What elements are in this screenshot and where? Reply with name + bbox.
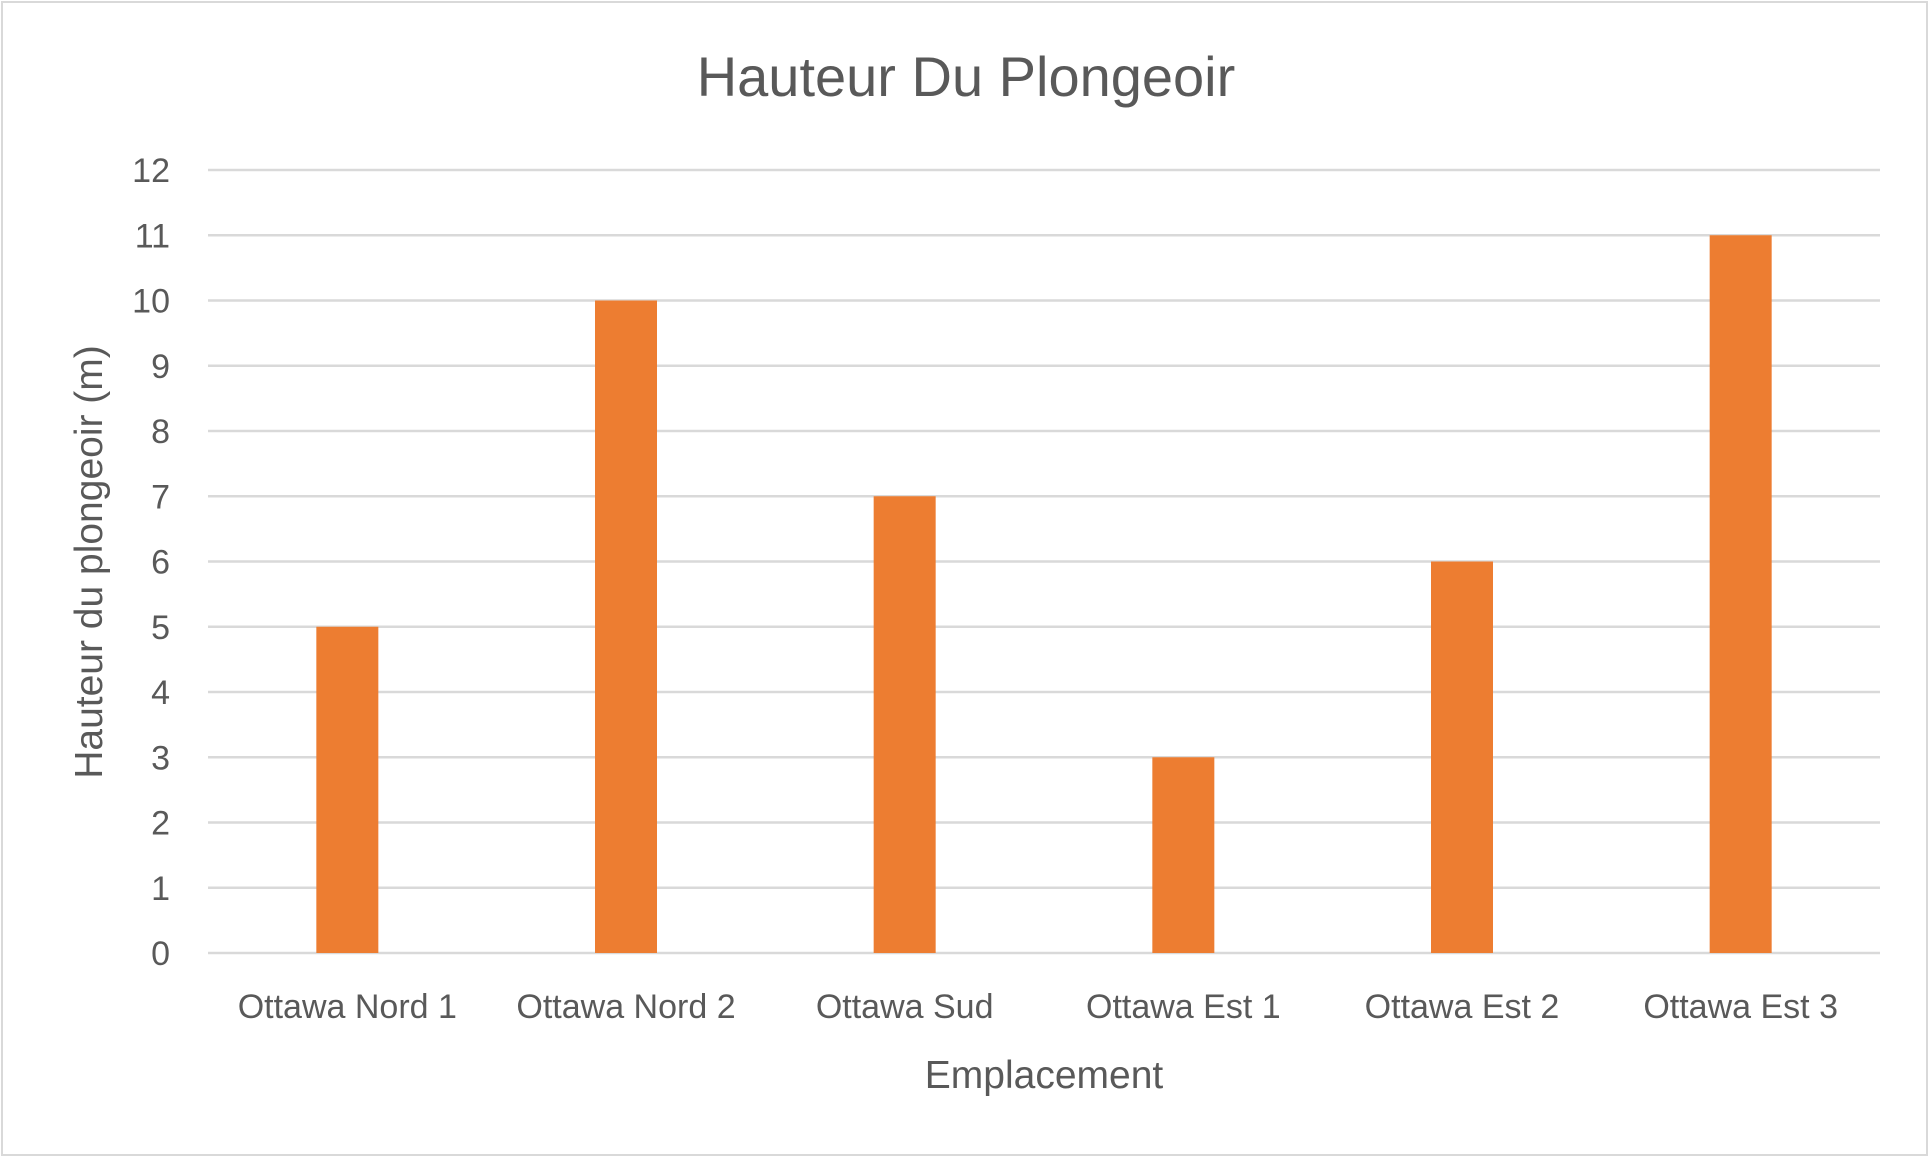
y-tick-label: 8 bbox=[151, 413, 170, 451]
y-tick-label: 7 bbox=[151, 478, 170, 516]
x-tick-label: Ottawa Est 1 bbox=[1086, 988, 1281, 1026]
y-tick-label: 4 bbox=[151, 674, 170, 712]
x-tick-label: Ottawa Nord 1 bbox=[238, 988, 457, 1026]
x-tick-label: Ottawa Est 2 bbox=[1365, 988, 1560, 1026]
bar-ottawa-est-2 bbox=[1431, 561, 1493, 953]
bar-ottawa-sud bbox=[873, 496, 936, 953]
bars bbox=[316, 235, 1772, 953]
y-tick-label: 0 bbox=[151, 935, 170, 973]
y-tick-label: 9 bbox=[151, 348, 170, 386]
y-tick-label: 5 bbox=[151, 609, 170, 647]
bar-ottawa-nord-2 bbox=[595, 300, 657, 953]
x-axis-title: Emplacement bbox=[925, 1054, 1164, 1097]
y-tick-label: 1 bbox=[151, 870, 170, 908]
y-tick-label: 12 bbox=[132, 152, 170, 190]
x-tick-label: Ottawa Sud bbox=[816, 988, 994, 1026]
y-tick-label: 2 bbox=[151, 805, 170, 843]
y-tick-label: 10 bbox=[132, 283, 170, 321]
chart-title: Hauteur Du Plongeoir bbox=[697, 45, 1236, 108]
gridlines bbox=[208, 168, 1880, 955]
x-tick-label: Ottawa Nord 2 bbox=[516, 988, 735, 1026]
x-axis-ticks: Ottawa Nord 1 Ottawa Nord 2 Ottawa Sud Otta… bbox=[238, 988, 1838, 1026]
y-axis-title: Hauteur du plongeoir (m) bbox=[68, 345, 111, 779]
bar-ottawa-nord-1 bbox=[316, 626, 379, 953]
bar-ottawa-est-1 bbox=[1152, 757, 1215, 953]
y-tick-label: 11 bbox=[135, 217, 170, 255]
x-tick-label: Ottawa Est 3 bbox=[1643, 988, 1838, 1026]
bar-ottawa-est-3 bbox=[1709, 235, 1772, 953]
y-tick-label: 6 bbox=[151, 544, 170, 582]
y-tick-label: 3 bbox=[151, 739, 170, 777]
